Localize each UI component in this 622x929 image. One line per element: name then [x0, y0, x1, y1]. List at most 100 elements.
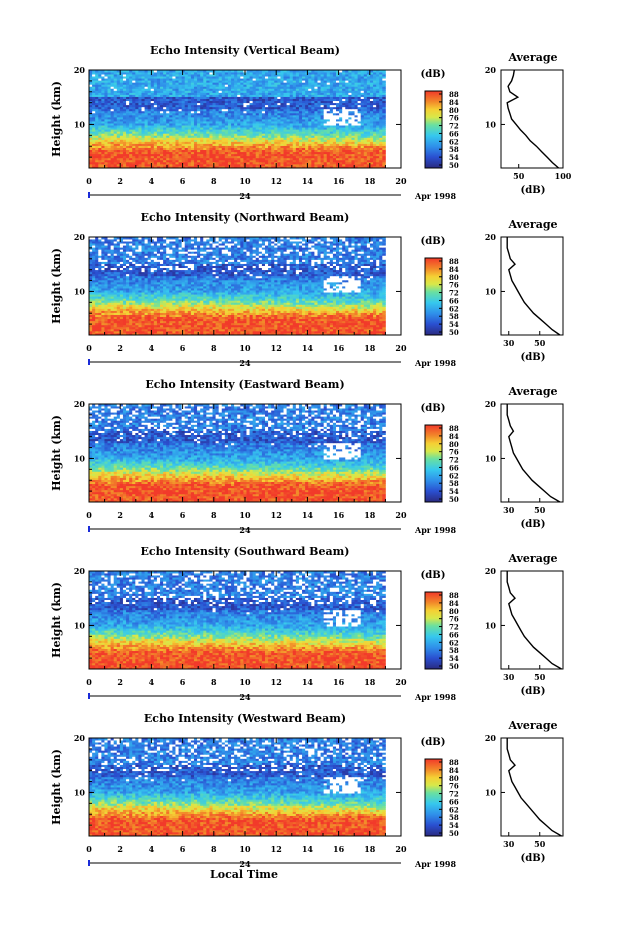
- x-tick-label: 8: [211, 844, 217, 854]
- colorbar: [425, 759, 442, 836]
- x-tick-label: 18: [364, 677, 376, 687]
- colorbar-tick-label: 62: [449, 137, 459, 146]
- profile-x-label: (dB): [521, 853, 546, 864]
- x-tick-label: 4: [149, 343, 155, 353]
- profile-title: Average: [507, 385, 557, 398]
- profile-y-tick-label: 20: [485, 566, 497, 576]
- colorbar-tick-label: 50: [449, 829, 459, 838]
- profile-title: Average: [507, 552, 557, 565]
- profile-y-tick-label: 10: [485, 453, 497, 463]
- x-tick-label: 10: [239, 844, 251, 854]
- heatmap-title: Echo Intensity (Vertical Beam): [150, 44, 340, 57]
- colorbar-tick-label: 80: [449, 440, 459, 449]
- x-tick-label: 6: [180, 176, 186, 186]
- colorbar-tick-label: 84: [449, 432, 459, 441]
- y-axis-label: Height (km): [50, 415, 63, 491]
- x-tick-label: 16: [333, 176, 345, 186]
- profile-title: Average: [507, 719, 557, 732]
- x-tick-label: 0: [86, 677, 92, 687]
- x-tick-label: 4: [149, 844, 155, 854]
- profile-x-tick-label: 30: [503, 672, 515, 682]
- panel-1: Echo Intensity (Northward Beam)0 2 4 6 8 10 12…: [50, 211, 563, 368]
- colorbar-tick-label: 76: [449, 782, 459, 791]
- colorbar-tick-label: 72: [449, 790, 459, 799]
- x-tick-label: 16: [333, 677, 345, 687]
- x-tick-label: 0: [86, 844, 92, 854]
- colorbar: [425, 425, 442, 502]
- y-tick-label: 20: [74, 232, 86, 242]
- x-tick-label: 12: [271, 510, 282, 520]
- colorbar-unit: (dB): [421, 737, 446, 748]
- x-tick-label: 2: [117, 844, 123, 854]
- x-tick-label: 20: [395, 343, 407, 353]
- colorbar-tick-label: 84: [449, 766, 459, 775]
- y-tick-label: 10: [74, 286, 86, 296]
- colorbar-tick-label: 58: [449, 646, 459, 655]
- colorbar-tick-label: 84: [449, 265, 459, 274]
- colorbar-tick-label: 50: [449, 328, 459, 337]
- colorbar: [425, 592, 442, 669]
- profile-x-tick-label: 50: [534, 338, 546, 348]
- panel-2: Echo Intensity (Eastward Beam)0 2 4 6 8 10 12 1…: [50, 378, 563, 535]
- day-label: 24: [239, 525, 251, 535]
- colorbar-tick-label: 76: [449, 114, 459, 123]
- colorbar-tick-label: 76: [449, 615, 459, 624]
- colorbar-tick-label: 88: [449, 591, 459, 600]
- x-tick-label: 14: [302, 343, 314, 353]
- colorbar-tick-label: 50: [449, 495, 459, 504]
- date-label: Apr 1998: [414, 525, 457, 535]
- profile-x-label: (dB): [521, 352, 546, 363]
- colorbar-tick-label: 54: [449, 153, 459, 162]
- x-tick-label: 20: [395, 844, 407, 854]
- x-tick-label: 10: [239, 677, 251, 687]
- x-tick-label: 6: [180, 343, 186, 353]
- colorbar-tick-label: 72: [449, 289, 459, 298]
- x-tick-label: 18: [364, 844, 376, 854]
- profile-x-label: (dB): [521, 519, 546, 530]
- profile-title: Average: [507, 51, 557, 64]
- day-label: 24: [239, 692, 251, 702]
- y-tick-label: 10: [74, 787, 86, 797]
- profile-y-tick-label: 20: [485, 232, 497, 242]
- x-tick-label: 2: [117, 343, 123, 353]
- colorbar-tick-label: 88: [449, 758, 459, 767]
- panel-3: Echo Intensity (Southward Beam)0 2 4 6 8 10 12…: [50, 545, 563, 702]
- profile-y-tick-label: 20: [485, 399, 497, 409]
- colorbar-tick-label: 80: [449, 106, 459, 115]
- y-tick-label: 20: [74, 65, 86, 75]
- x-tick-label: 8: [211, 176, 217, 186]
- colorbar-tick-label: 72: [449, 623, 459, 632]
- x-tick-label: 2: [117, 510, 123, 520]
- heatmap-title: Echo Intensity (Northward Beam): [141, 211, 350, 224]
- intensity-field: [89, 70, 386, 168]
- x-tick-label: 0: [86, 343, 92, 353]
- x-tick-label: 12: [271, 176, 282, 186]
- date-label: Apr 1998: [414, 859, 457, 869]
- profile-x-tick-label: 50: [513, 171, 525, 181]
- profile-frame: [501, 738, 563, 836]
- colorbar-tick-label: 80: [449, 273, 459, 282]
- x-tick-label: 14: [302, 677, 314, 687]
- colorbar-tick-label: 50: [449, 662, 459, 671]
- colorbar-tick-label: 84: [449, 599, 459, 608]
- x-tick-label: 6: [180, 677, 186, 687]
- colorbar-tick-label: 84: [449, 98, 459, 107]
- profile-y-tick-label: 20: [485, 65, 497, 75]
- colorbar-tick-label: 66: [449, 630, 459, 639]
- x-tick-label: 6: [180, 844, 186, 854]
- profile-y-tick-label: 10: [485, 787, 497, 797]
- colorbar-tick-label: 66: [449, 797, 459, 806]
- x-tick-label: 20: [395, 176, 407, 186]
- x-tick-label: 10: [239, 510, 251, 520]
- intensity-field: [89, 404, 386, 502]
- colorbar-tick-label: 54: [449, 654, 459, 663]
- colorbar-tick-label: 58: [449, 145, 459, 154]
- x-tick-label: 14: [302, 510, 314, 520]
- profile-x-tick-label: 30: [503, 839, 515, 849]
- x-tick-label: 4: [149, 677, 155, 687]
- colorbar-tick-label: 62: [449, 471, 459, 480]
- intensity-field: [89, 571, 386, 669]
- x-tick-label: 14: [302, 844, 314, 854]
- x-tick-label: 16: [333, 343, 345, 353]
- profile-frame: [501, 237, 563, 335]
